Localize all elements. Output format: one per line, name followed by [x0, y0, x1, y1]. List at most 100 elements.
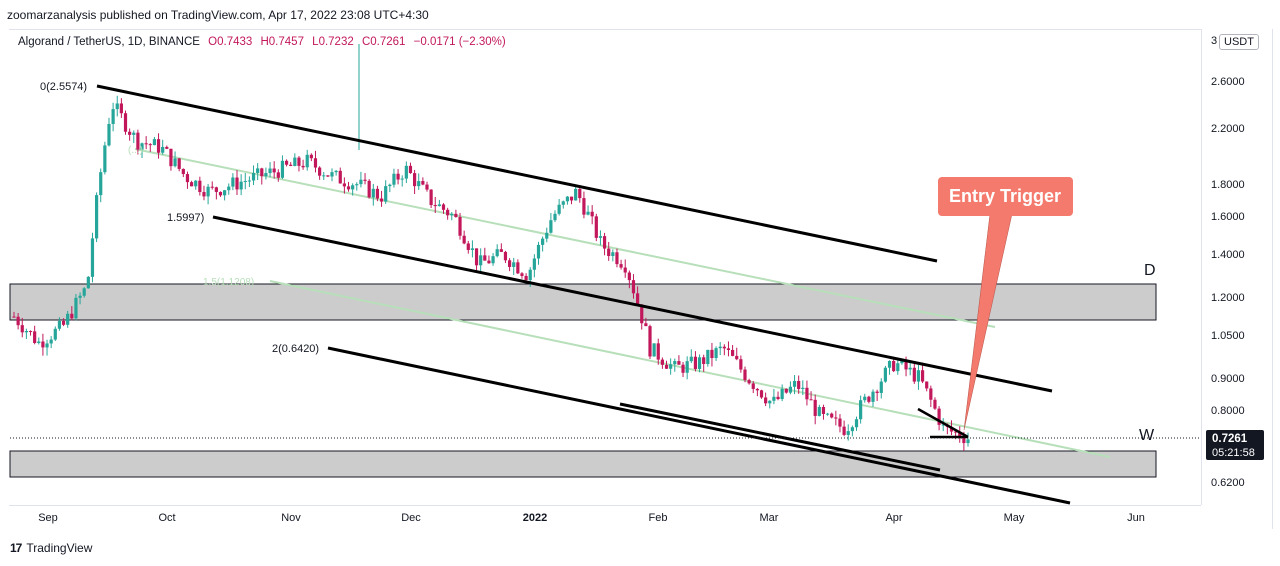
candle-body — [218, 191, 223, 196]
currency-badge[interactable]: USDT — [1219, 34, 1259, 50]
close-value: C0.7261 — [361, 36, 406, 48]
candle-body — [280, 160, 285, 178]
candle-body — [503, 251, 508, 261]
candle-body — [330, 172, 334, 177]
candle-body — [768, 400, 772, 404]
candle-body — [520, 273, 524, 276]
candle-body — [189, 182, 194, 187]
candle-body — [916, 370, 921, 382]
candle-body — [549, 220, 553, 233]
candle-body — [730, 349, 735, 356]
price-tick-label: 1.8000 — [1211, 179, 1245, 191]
time-tick-label: Feb — [649, 512, 668, 524]
candle-body — [578, 188, 582, 199]
candle-body — [284, 160, 289, 165]
time-tick-label: Sep — [38, 512, 58, 524]
candle-body — [53, 328, 57, 340]
candle-body — [673, 361, 677, 365]
candle-body — [185, 174, 190, 183]
candle-body — [747, 380, 751, 384]
candle-body — [619, 264, 623, 268]
time-tick-label: Apr — [885, 512, 902, 524]
candle-body — [636, 293, 640, 305]
chart-pane[interactable] — [9, 29, 1201, 506]
candle-body — [495, 249, 499, 257]
candle-body — [148, 144, 152, 146]
channel-upper-line[interactable] — [96, 84, 938, 263]
candle-body — [850, 427, 854, 432]
candle-body — [615, 252, 619, 265]
candle-body — [326, 175, 330, 177]
price-tick-label: 0.9000 — [1211, 373, 1245, 385]
candle-body — [392, 173, 396, 185]
candle-body — [594, 216, 598, 238]
candle-body — [854, 419, 859, 428]
price-axis[interactable]: 2.6000 2.2000 1.8000 1.6000 1.4000 1.2000 1.05… — [1211, 76, 1245, 489]
candle-body — [949, 426, 954, 432]
footer-brand[interactable]: 17 TradingView — [10, 541, 92, 555]
open-value: O0.7433 — [208, 36, 253, 48]
symbol-legend[interactable]: Algorand / TetherUS, 1D, BINANCE O0.7433… — [18, 36, 506, 48]
zone-w-rect — [9, 450, 1157, 478]
candle-body — [574, 188, 578, 201]
candle-body — [904, 360, 908, 370]
candle-body — [772, 396, 776, 401]
candle-body — [586, 211, 590, 215]
time-axis[interactable]: Sep Oct Nov Dec 2022 Feb Mar Apr May Jun — [38, 512, 1145, 524]
symbol-title[interactable]: Algorand / TetherUS, 1D, BINANCE — [18, 36, 200, 48]
callout-box[interactable] — [938, 177, 1073, 216]
price-tick-label: 1.0500 — [1211, 330, 1245, 342]
trend-short-line[interactable] — [917, 407, 969, 439]
last-price-value: 0.7261 — [1212, 433, 1248, 445]
candle-body — [805, 387, 809, 400]
candle-body — [412, 173, 417, 187]
tradingview-brand-text: TradingView — [26, 541, 93, 555]
channel-lower-line[interactable] — [327, 346, 1071, 505]
candle-body — [28, 331, 33, 333]
tradingview-logo-icon: 17 — [10, 541, 22, 555]
candle-body — [78, 295, 82, 298]
candle-body — [49, 339, 53, 344]
candle-body — [491, 256, 495, 264]
candle-body — [896, 363, 900, 372]
candle-body — [507, 260, 512, 267]
fib-faint-label: (...) — [128, 145, 143, 156]
channel-middle-line[interactable] — [212, 215, 1053, 393]
candle-body — [726, 348, 731, 350]
candle-body — [797, 380, 801, 389]
candle-body — [99, 172, 103, 196]
candle-body — [371, 188, 375, 198]
candle-body — [788, 386, 793, 393]
candle-body — [247, 180, 252, 182]
candle-body — [16, 316, 20, 326]
candle-body — [817, 406, 821, 416]
candle-body — [892, 360, 896, 372]
candle-body — [268, 168, 272, 174]
candle-body — [37, 341, 41, 343]
time-tick-label: Mar — [760, 512, 779, 524]
price-tick-label: 0.8000 — [1211, 405, 1245, 417]
zone-d-rect — [9, 283, 1157, 321]
candle-body — [202, 192, 206, 197]
candle-body — [607, 248, 611, 257]
candle-body — [181, 168, 185, 175]
candle-body — [223, 190, 227, 196]
candle-body — [94, 195, 99, 239]
candle-body — [359, 179, 363, 185]
time-axis-divider — [9, 505, 1201, 506]
candle-body — [272, 168, 276, 173]
candle-body — [677, 361, 681, 365]
candle-body — [437, 204, 441, 207]
candle-body — [697, 357, 702, 369]
candle-body — [260, 168, 264, 177]
candle-body — [462, 235, 466, 244]
channel-lower-line-left[interactable] — [619, 402, 941, 472]
candle-body — [908, 367, 912, 370]
candle-body — [61, 320, 66, 325]
candle-body — [859, 400, 863, 420]
candle-body — [338, 170, 342, 184]
candle-body — [161, 146, 165, 153]
right-border — [1272, 29, 1273, 529]
candle-body — [623, 267, 627, 273]
